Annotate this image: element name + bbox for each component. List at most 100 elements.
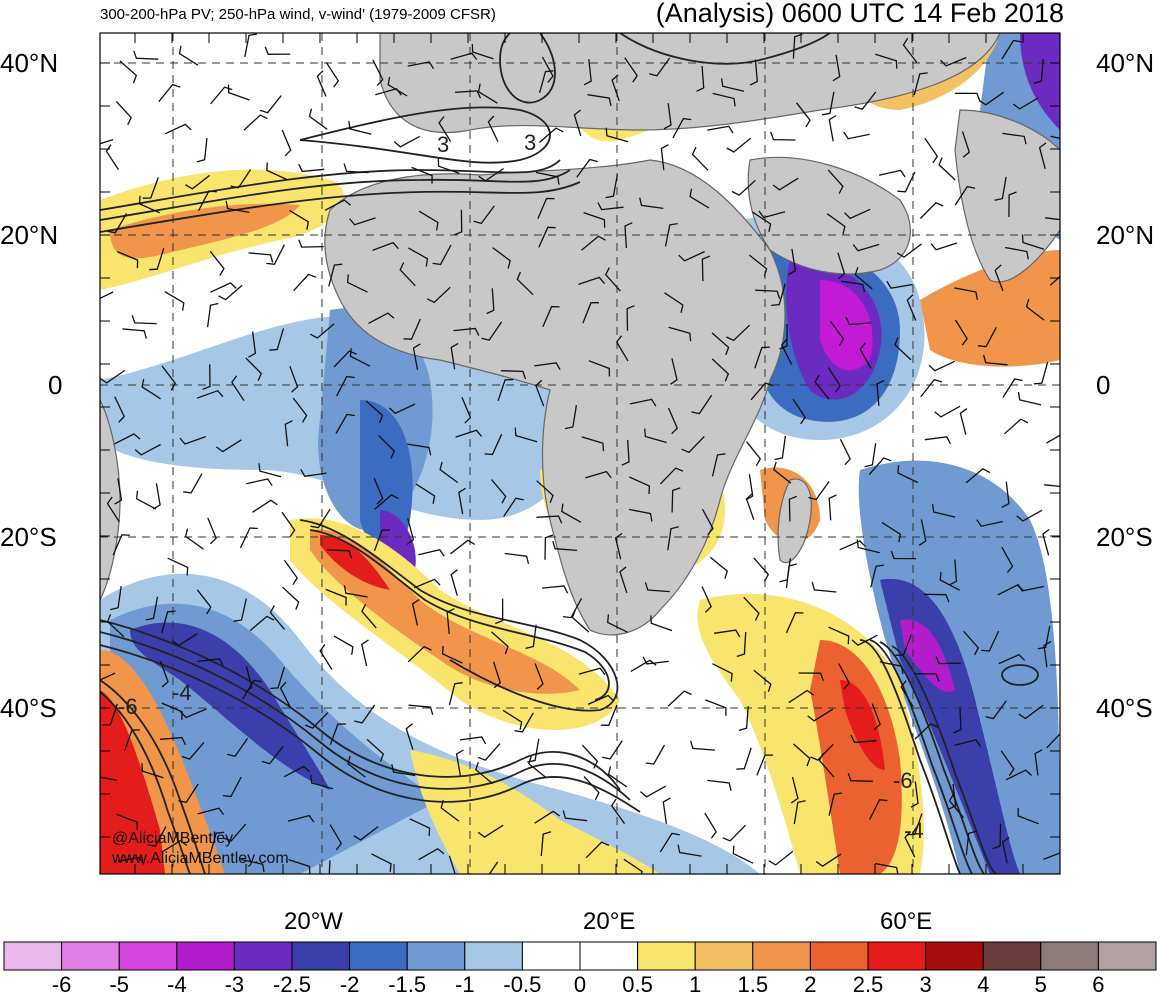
wind-barb — [828, 792, 843, 816]
wind-barb — [726, 324, 751, 342]
wind-barb — [798, 672, 825, 681]
wind-barb — [576, 158, 598, 178]
wind-barb — [934, 405, 961, 418]
wind-barb — [874, 862, 899, 874]
wind-barb — [582, 302, 599, 324]
wind-barb — [678, 251, 705, 262]
wind-barb — [726, 137, 752, 153]
wind-barb — [748, 254, 768, 277]
wind-barb — [624, 222, 633, 249]
wind-barb — [1001, 836, 1010, 864]
wind-barb — [328, 263, 343, 287]
wind-barb — [502, 709, 523, 731]
wind-barb — [663, 103, 672, 130]
contour-label: 3 — [437, 132, 449, 157]
wind-barb — [165, 123, 192, 135]
wind-barb — [161, 610, 176, 634]
lon-label: 60°E — [880, 908, 933, 935]
wind-barb — [571, 609, 590, 633]
wind-barb — [308, 108, 328, 130]
contour-label: 3 — [524, 130, 536, 155]
wind-barb — [707, 125, 734, 134]
wind-barb — [391, 763, 416, 777]
credit-handle: @AliciaMBentley — [112, 830, 234, 847]
wind-barb — [1038, 142, 1047, 169]
wind-barb — [890, 550, 917, 560]
wind-barb — [310, 774, 334, 790]
colorbar-tick-label: -1 — [455, 972, 475, 997]
lon-label: 20°W — [284, 908, 343, 935]
wind-barb — [114, 478, 123, 505]
wind-barb — [371, 853, 392, 872]
wind-barb — [583, 776, 600, 801]
wind-barb — [664, 292, 684, 313]
wind-barb — [210, 86, 233, 105]
wind-barb — [335, 413, 355, 434]
wind-barb — [197, 807, 225, 815]
wind-barb — [450, 52, 478, 60]
colorbar-tick-label: 5 — [1034, 972, 1047, 997]
wind-barb — [920, 378, 943, 398]
wind-barb — [976, 519, 1003, 527]
wind-barb — [681, 435, 705, 454]
wind-barb — [233, 598, 247, 622]
wind-barb — [821, 91, 835, 116]
wind-barb — [758, 210, 786, 219]
wind-barb — [712, 92, 736, 107]
wind-barb — [581, 436, 605, 452]
wind-barb — [871, 703, 881, 731]
colorbar-tick-label: 2 — [804, 972, 817, 997]
wind-barb — [336, 375, 355, 397]
wind-barb — [388, 403, 416, 415]
wind-barb — [1018, 704, 1044, 720]
wind-barb — [450, 342, 459, 370]
wind-barb — [850, 734, 877, 744]
wind-barb — [453, 327, 480, 336]
wind-barb — [948, 793, 965, 819]
wind-barb — [928, 360, 955, 372]
wind-barb — [541, 56, 554, 83]
wind-barb — [281, 129, 292, 157]
contour-label: -6 — [893, 768, 913, 793]
wind-barb — [919, 202, 944, 219]
wind-barb — [243, 114, 268, 131]
wind-barb — [288, 858, 311, 874]
wind-barb — [196, 589, 212, 615]
colorbar-tick-label: -2.5 — [273, 972, 311, 997]
wind-barb — [788, 248, 797, 276]
wind-barb — [536, 515, 563, 524]
wind-barb — [753, 669, 772, 692]
wind-barb — [349, 217, 376, 226]
wind-barb — [585, 470, 612, 479]
wind-barb — [931, 504, 956, 518]
wind-barb — [123, 729, 141, 752]
wind-barb — [225, 200, 250, 214]
wind-barb — [924, 137, 939, 164]
wind-barb — [954, 92, 981, 102]
wind-barb — [914, 673, 940, 682]
wind-barb — [535, 171, 560, 185]
wind-barb — [900, 680, 914, 707]
wind-barb — [454, 209, 463, 236]
wind-barb — [906, 294, 917, 321]
land-masses — [100, 33, 1060, 636]
wind-barb — [845, 316, 872, 326]
colorbar-swatch — [694, 941, 754, 971]
colorbar-tick-label: 0.5 — [622, 972, 653, 997]
wind-barb — [209, 831, 225, 855]
map-title: (Analysis) 0600 UTC 14 Feb 2018 — [655, 0, 1064, 28]
pv-contours — [100, 33, 1039, 874]
wind-barb — [788, 495, 798, 522]
wind-barb — [269, 605, 285, 630]
wind-barb — [581, 744, 599, 769]
wind-barb — [477, 743, 501, 761]
wind-barb — [965, 468, 991, 484]
wind-barb — [284, 420, 293, 447]
weather-map: 3 3 -6 -4 -6 -4 — [99, 32, 1061, 875]
wind-barb — [714, 629, 741, 638]
wind-barb — [768, 850, 794, 866]
colorbar-swatch — [752, 941, 811, 971]
wind-barb — [629, 476, 651, 495]
wind-barb — [372, 241, 399, 252]
wind-barb — [252, 499, 278, 513]
